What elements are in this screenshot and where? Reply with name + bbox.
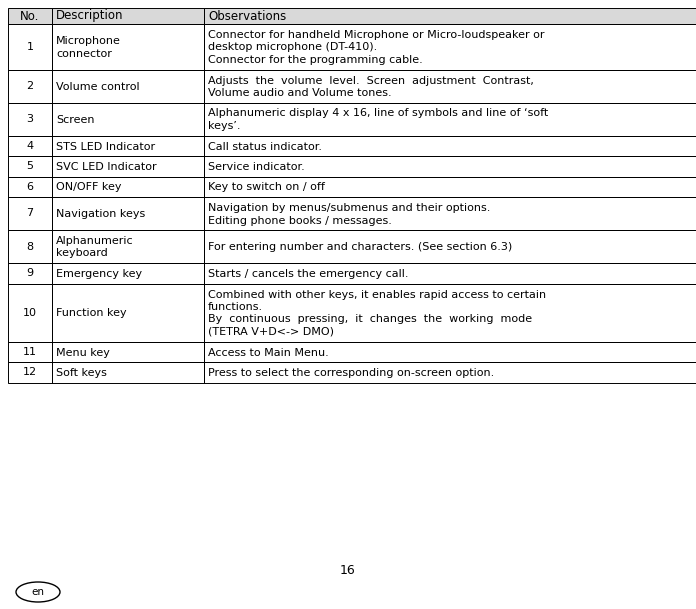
Text: Navigation keys: Navigation keys (56, 209, 145, 219)
Text: Soft keys: Soft keys (56, 368, 107, 378)
Bar (204, 156, 696, 177)
Bar (204, 135, 696, 156)
Text: Connector for handheld Microphone or Micro-loudspeaker or: Connector for handheld Microphone or Mic… (208, 30, 544, 40)
Bar (204, 263, 696, 284)
Text: en: en (31, 587, 45, 597)
Text: Starts / cancels the emergency call.: Starts / cancels the emergency call. (208, 269, 409, 279)
Bar (8, 102, 52, 135)
Bar (8, 177, 52, 197)
Text: Access to Main Menu.: Access to Main Menu. (208, 348, 329, 357)
Bar (204, 8, 696, 24)
Bar (52, 102, 204, 135)
Text: 5: 5 (26, 161, 33, 171)
Text: Screen: Screen (56, 114, 95, 125)
Text: Navigation by menus/submenus and their options.: Navigation by menus/submenus and their o… (208, 203, 491, 213)
Bar (52, 197, 204, 230)
Bar (204, 197, 696, 230)
Bar (8, 135, 52, 156)
Text: 3: 3 (26, 114, 33, 124)
Bar (204, 102, 696, 135)
Bar (8, 230, 52, 263)
Text: 16: 16 (340, 563, 356, 577)
Text: Menu key: Menu key (56, 348, 110, 357)
Bar (8, 263, 52, 284)
Text: Description: Description (56, 10, 123, 23)
Text: Alphanumeric: Alphanumeric (56, 236, 134, 246)
Text: (TETRA V+D<-> DMO): (TETRA V+D<-> DMO) (208, 327, 334, 337)
Text: Volume control: Volume control (56, 82, 140, 92)
Text: keys’.: keys’. (208, 121, 241, 131)
Bar (204, 69, 696, 102)
Bar (52, 284, 204, 342)
Text: Key to switch on / off: Key to switch on / off (208, 183, 325, 192)
Text: desktop microphone (DT-410).: desktop microphone (DT-410). (208, 43, 377, 52)
Bar (204, 177, 696, 197)
Text: 1: 1 (26, 42, 33, 52)
Bar (52, 8, 204, 24)
Text: Microphone: Microphone (56, 37, 121, 46)
Text: 6: 6 (26, 181, 33, 192)
Bar (52, 362, 204, 382)
Text: By  continuous  pressing,  it  changes  the  working  mode: By continuous pressing, it changes the w… (208, 314, 532, 325)
Bar (52, 135, 204, 156)
Bar (204, 284, 696, 342)
Bar (8, 69, 52, 102)
Bar (8, 197, 52, 230)
Bar (8, 342, 52, 362)
Bar (52, 24, 204, 69)
Text: Volume audio and Volume tones.: Volume audio and Volume tones. (208, 88, 392, 98)
Text: 9: 9 (26, 268, 33, 278)
Text: ON/OFF key: ON/OFF key (56, 183, 122, 192)
Bar (8, 24, 52, 69)
Bar (8, 362, 52, 382)
Bar (204, 230, 696, 263)
Text: 12: 12 (23, 367, 37, 377)
Text: connector: connector (56, 49, 112, 58)
Bar (52, 69, 204, 102)
Bar (204, 24, 696, 69)
Text: Adjusts  the  volume  level.  Screen  adjustment  Contrast,: Adjusts the volume level. Screen adjustm… (208, 76, 534, 85)
Text: Press to select the corresponding on-screen option.: Press to select the corresponding on-scr… (208, 368, 494, 378)
Bar (8, 156, 52, 177)
Bar (8, 8, 52, 24)
Text: Function key: Function key (56, 308, 127, 319)
Text: Emergency key: Emergency key (56, 269, 142, 279)
Text: Combined with other keys, it enables rapid access to certain: Combined with other keys, it enables rap… (208, 289, 546, 300)
Text: 10: 10 (23, 308, 37, 317)
Bar (204, 342, 696, 362)
Text: Connector for the programming cable.: Connector for the programming cable. (208, 55, 422, 65)
Bar (52, 230, 204, 263)
Text: 11: 11 (23, 347, 37, 357)
Bar (52, 177, 204, 197)
Text: Observations: Observations (208, 10, 286, 23)
Text: 8: 8 (26, 242, 33, 252)
Text: STS LED Indicator: STS LED Indicator (56, 141, 155, 152)
Text: Editing phone books / messages.: Editing phone books / messages. (208, 216, 392, 225)
Bar (52, 342, 204, 362)
Text: For entering number and characters. (See section 6.3): For entering number and characters. (See… (208, 242, 512, 252)
Text: SVC LED Indicator: SVC LED Indicator (56, 162, 157, 172)
Text: Alphanumeric display 4 x 16, line of symbols and line of ‘soft: Alphanumeric display 4 x 16, line of sym… (208, 108, 548, 119)
Text: functions.: functions. (208, 302, 263, 312)
Bar (204, 362, 696, 382)
Text: Call status indicator.: Call status indicator. (208, 141, 322, 152)
Text: 4: 4 (26, 141, 33, 151)
Bar (8, 284, 52, 342)
Text: 2: 2 (26, 81, 33, 91)
Text: 7: 7 (26, 208, 33, 219)
Bar (52, 263, 204, 284)
Bar (52, 156, 204, 177)
Text: No.: No. (20, 10, 40, 23)
Text: Service indicator.: Service indicator. (208, 162, 305, 172)
Text: keyboard: keyboard (56, 248, 108, 258)
